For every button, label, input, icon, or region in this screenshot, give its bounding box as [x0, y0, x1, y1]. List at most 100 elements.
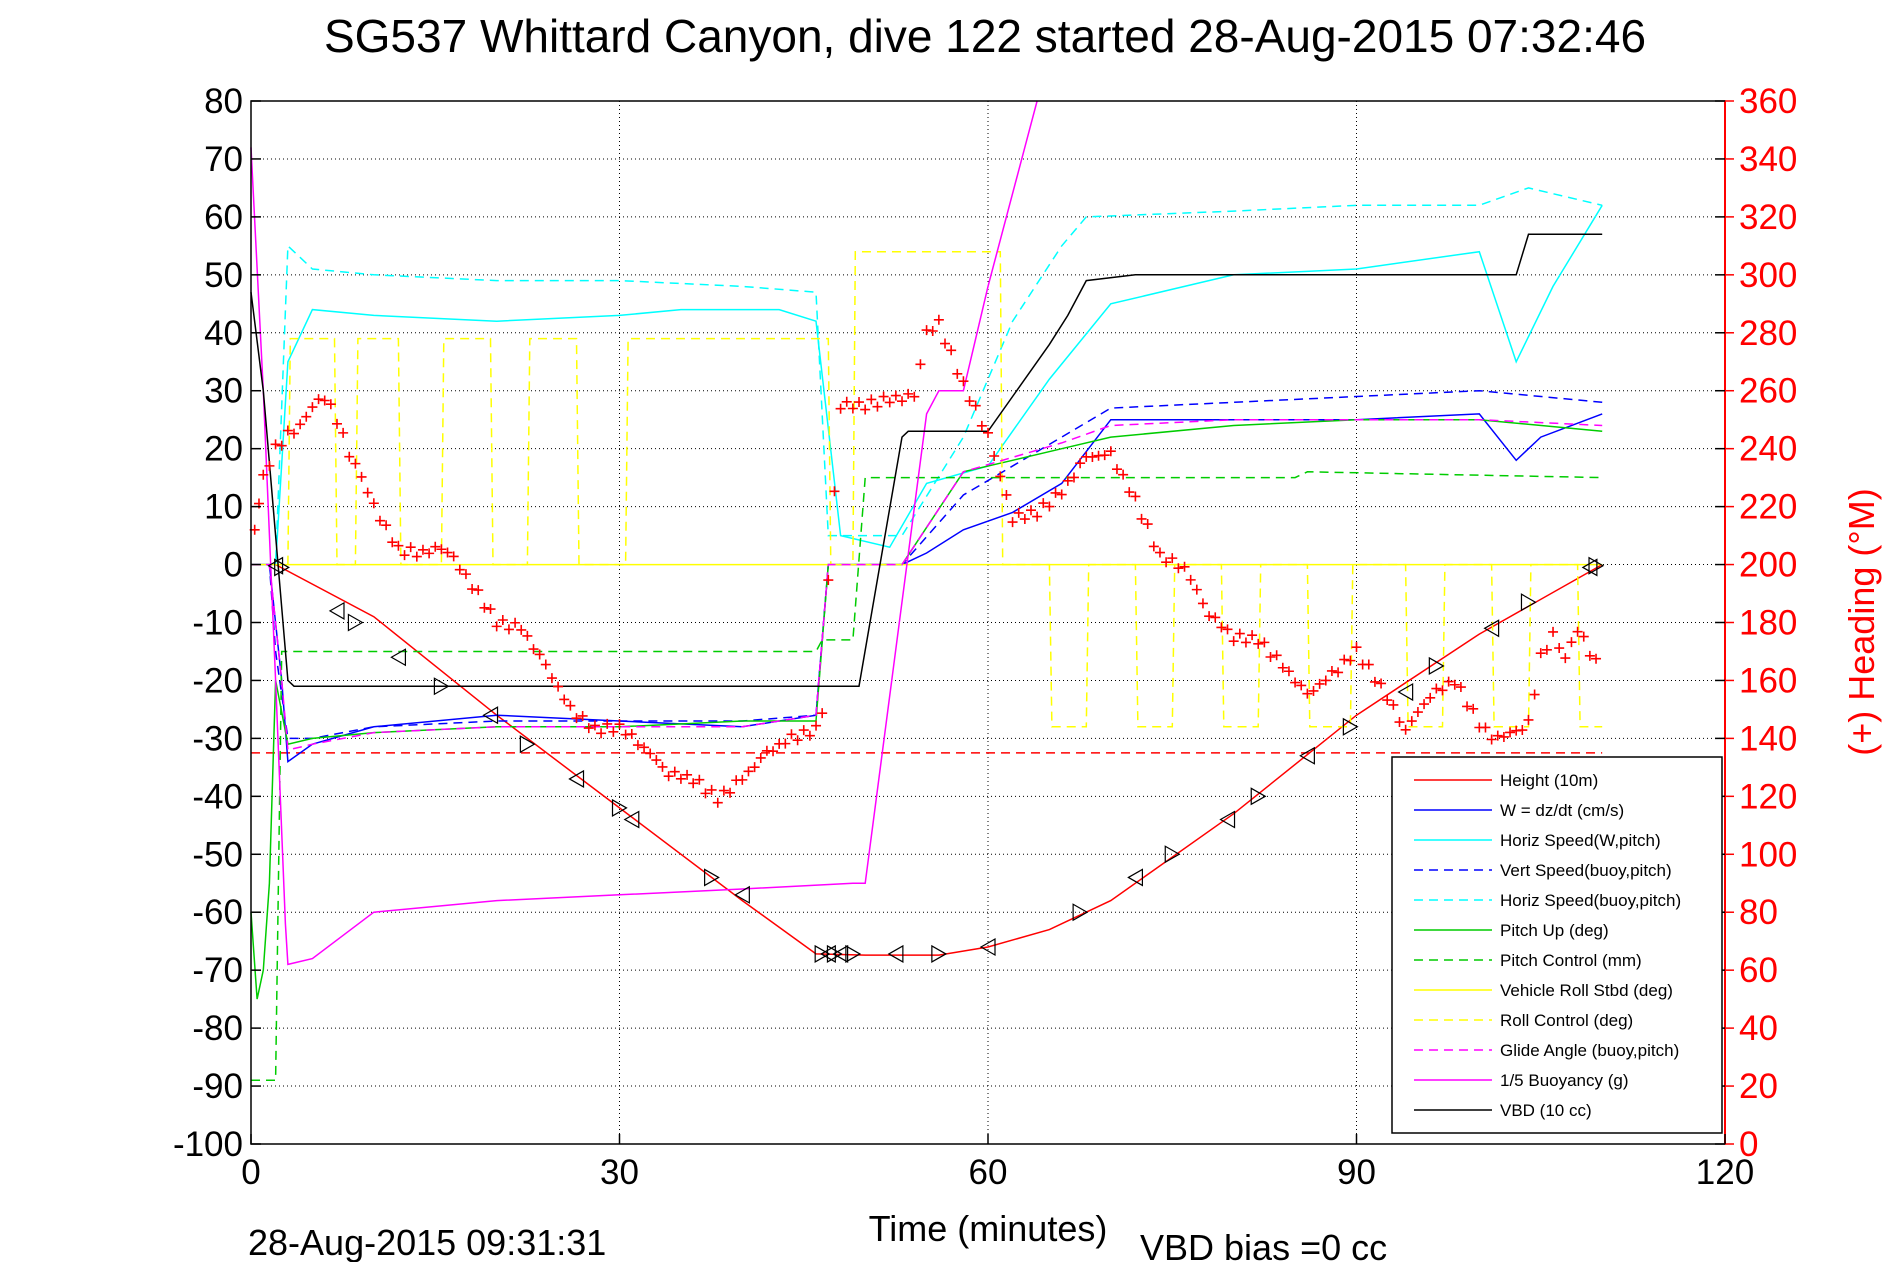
heading-tick-label: 300 [1739, 256, 1797, 295]
heading-point [1007, 517, 1018, 528]
heading-point [1204, 611, 1215, 622]
heading-point [841, 396, 852, 407]
heading-point [1566, 637, 1577, 648]
heading-point [639, 742, 650, 753]
heading-tick-label: 220 [1739, 488, 1797, 527]
heading-point [1234, 628, 1245, 639]
heading-point [344, 451, 355, 462]
heading-point [1216, 622, 1227, 633]
heading-point [485, 604, 496, 615]
heading-point [1118, 469, 1129, 480]
heading-point [1185, 574, 1196, 585]
marker-point [1250, 787, 1267, 806]
y-tick-label: 0 [224, 546, 243, 585]
legend-label: Glide Angle (buoy,pitch) [1500, 1041, 1679, 1060]
heading-point [510, 617, 521, 628]
marker-point [979, 937, 996, 957]
heading-point [995, 471, 1006, 482]
heading-point [1382, 695, 1393, 706]
legend-label: Vehicle Roll Stbd (deg) [1500, 981, 1673, 1000]
heading-point [1105, 446, 1116, 457]
heading-point [374, 515, 385, 526]
y-tick-label: -20 [192, 661, 243, 700]
heading-point [1554, 643, 1565, 654]
y-tick-label: 20 [204, 430, 243, 469]
heading-point [1333, 667, 1344, 678]
y-tick-label: -100 [173, 1125, 243, 1164]
heading-point [915, 359, 926, 370]
heading-tick-label: 260 [1739, 372, 1797, 411]
heading-point [442, 547, 453, 558]
heading-point [804, 730, 815, 741]
heading-tick-label: 360 [1739, 82, 1797, 121]
heading-point [964, 396, 975, 407]
heading-point [1210, 612, 1221, 623]
y-tick-label: 80 [204, 82, 243, 121]
marker-point [1164, 845, 1181, 864]
heading-point [1400, 724, 1411, 735]
heading-point [657, 761, 668, 772]
heading-point [725, 787, 736, 798]
heading-point [927, 325, 938, 336]
heading-point [1517, 725, 1528, 736]
heading-point [970, 400, 981, 411]
heading-point [1498, 731, 1509, 742]
heading-point [1099, 450, 1110, 461]
heading-point [872, 401, 883, 412]
heading-point [1130, 491, 1141, 502]
legend-label: VBD (10 cc) [1500, 1101, 1592, 1120]
heading-point [368, 498, 379, 509]
heading-point [675, 773, 686, 784]
legend-label: Horiz Speed(W,pitch) [1500, 831, 1661, 850]
heading-point [1376, 678, 1387, 689]
heading-tick-label: 320 [1739, 198, 1797, 237]
heading-point [288, 428, 299, 439]
heading-point [479, 602, 490, 613]
heading-point [1240, 637, 1251, 648]
x-axis: 0 30 60 90 120 [241, 1134, 1754, 1192]
heading-point [1363, 659, 1374, 670]
heading-point [768, 746, 779, 757]
heading-point [1345, 655, 1356, 666]
heading-point [1320, 675, 1331, 686]
marker-point [734, 885, 750, 904]
marker-point [931, 944, 948, 963]
heading-point [307, 402, 318, 413]
heading-point [1179, 561, 1190, 572]
marker-point [274, 558, 290, 577]
marker-point [1520, 593, 1537, 612]
x-tick-label: 60 [969, 1153, 1008, 1192]
legend-label: 1/5 Buoyancy (g) [1500, 1071, 1629, 1090]
y-tick-label: -10 [192, 604, 243, 643]
heading-point [909, 391, 920, 402]
heading-point [350, 458, 361, 469]
heading-point [1265, 652, 1276, 663]
heading-point [362, 487, 373, 498]
heading-point [338, 427, 349, 438]
heading-point [718, 785, 729, 796]
heading-point [1443, 676, 1454, 687]
heading-point [270, 439, 281, 450]
series-line-0 [251, 563, 1603, 956]
heading-point [1154, 547, 1165, 558]
heading-point [1056, 489, 1067, 500]
heading-point [952, 368, 963, 379]
heading-point [589, 720, 600, 731]
heading-point [1044, 501, 1055, 512]
heading-point [1296, 680, 1307, 691]
x-axis-label: Time (minutes) [869, 1208, 1108, 1249]
heading-point [706, 784, 717, 795]
heading-point [1228, 636, 1239, 647]
heading-point [1308, 685, 1319, 696]
heading-point [1425, 692, 1436, 703]
heading-point [1032, 511, 1043, 522]
heading-point [817, 708, 828, 719]
heading-point [1062, 475, 1073, 486]
heading-point [1394, 717, 1405, 728]
heading-point [577, 710, 588, 721]
chart-title: SG537 Whittard Canyon, dive 122 started … [324, 10, 1646, 62]
heading-point [1535, 648, 1546, 659]
right-axis: 3603403203002802602402202001801601401201… [1725, 82, 1797, 1164]
heading-point [645, 748, 656, 759]
heading-point [976, 420, 987, 431]
